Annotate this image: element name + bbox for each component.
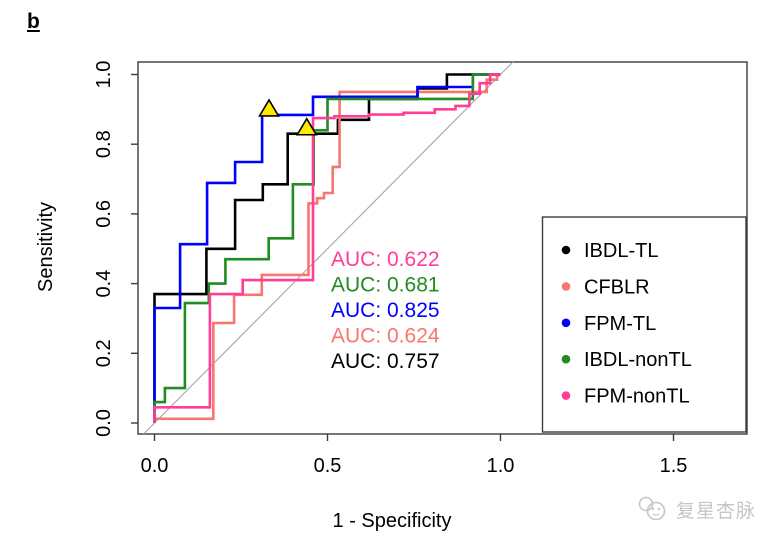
legend: IBDL-TL CFBLR FPM-TL IBDL-nonTL FPM-nonTL (541, 216, 747, 433)
legend-dot-IBDL-TL (561, 245, 571, 255)
auc-label: AUC: 0.622 (331, 248, 440, 271)
y-axis-title: Sensitivity (35, 202, 57, 292)
plot-box (137, 61, 748, 435)
auc-label: AUC: 0.624 (331, 325, 440, 348)
legend-box (541, 216, 747, 433)
legend-label-FPM-TL: FPM-TL (584, 313, 656, 335)
y-tick-label: 0.6 (93, 200, 115, 228)
x-tick-label: 0.0 (141, 455, 169, 477)
cutoff-markers (258, 98, 318, 136)
legend-label-IBDL-nonTL: IBDL-nonTL (584, 349, 692, 371)
y-tick-label: 0.0 (93, 409, 115, 437)
roc-curve-CFBLR (153, 73, 501, 423)
roc-curve-FPM-nonTL (153, 73, 501, 423)
y-tick-label: 1.0 (93, 61, 115, 89)
watermark-text: 复星杏脉 (675, 500, 756, 522)
y-tick-label: 0.2 (93, 339, 115, 367)
roc-curves (153, 73, 501, 423)
auc-label: AUC: 0.825 (331, 299, 440, 322)
x-tick-label: 0.5 (314, 455, 342, 477)
marker-IBDL-TL (295, 117, 318, 136)
auc-label: AUC: 0.757 (331, 350, 440, 373)
y-tick-label: 0.4 (93, 270, 115, 298)
legend-dot-FPM-TL (561, 318, 571, 328)
legend-dot-FPM-nonTL (561, 391, 571, 400)
legend-label-FPM-nonTL: FPM-nonTL (584, 386, 690, 408)
roc-curve-IBDL-nonTL (153, 73, 501, 423)
auc-label: AUC: 0.681 (331, 274, 440, 297)
x-tick-label: 1.5 (660, 455, 688, 477)
legend-label-IBDL-TL: IBDL-TL (584, 240, 658, 262)
legend-dot-CFBLR (561, 282, 571, 291)
marker-FPM-TL (258, 98, 280, 117)
x-axis-title: 1 - Specificity (333, 510, 452, 532)
legend-label-CFBLR: CFBLR (584, 276, 650, 298)
watermark: 复星杏脉 (636, 495, 756, 523)
y-tick-label: 0.8 (93, 130, 115, 158)
roc-curve-FPM-TL (153, 73, 501, 423)
legend-dot-IBDL-nonTL (561, 354, 571, 364)
axis-ticks: 0.0 0.5 1.0 1.5 0.0 0.2 0.4 0.6 0.8 1.0 (93, 61, 687, 477)
reference-diagonal-line (143, 61, 514, 435)
panel-label: b (27, 10, 40, 33)
x-tick-label: 1.0 (487, 455, 515, 477)
panda-bubbles-icon (638, 496, 666, 521)
